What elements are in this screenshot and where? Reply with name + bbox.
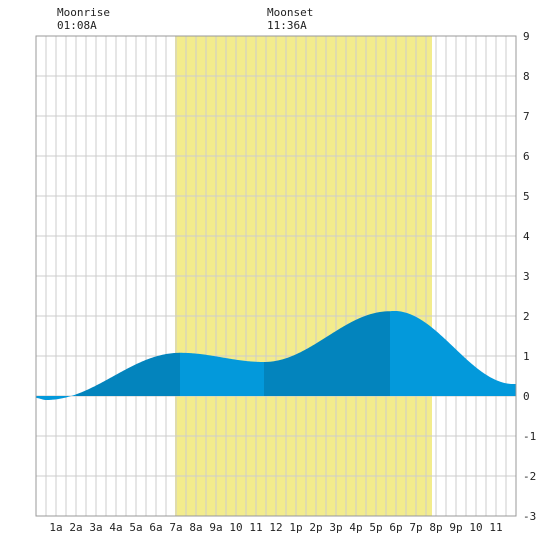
y-tick-label: 5 (523, 190, 530, 203)
moonset-time: 11:36A (267, 19, 307, 32)
x-tick-label: 7a (169, 521, 182, 534)
plot-frame (35, 35, 517, 517)
y-tick-label: 7 (523, 110, 530, 123)
tide-segment (180, 352, 264, 396)
x-tick-label: 4a (109, 521, 122, 534)
y-tick-label: 8 (523, 70, 530, 83)
x-tick-label: 12 (269, 521, 282, 534)
tide-segment (36, 394, 76, 400)
x-tick-label: 7p (409, 521, 422, 534)
y-tick-label: 4 (523, 230, 530, 243)
tide-area (36, 310, 516, 400)
x-tick-label: 9a (209, 521, 222, 534)
moonrise-label: Moonrise (57, 6, 110, 19)
x-tick-label: 10 (229, 521, 242, 534)
moonset-info: Moonset 11:36A (267, 6, 313, 32)
x-axis-labels: 1a 2a 3a 4a 5a 6a 7a 8a 9a 10 11 12 1p 2p 3p 4p 5p 6p 7p 8p… (49, 521, 502, 534)
tide-segment (390, 310, 516, 396)
x-tick-label: 11 (489, 521, 502, 534)
y-tick-label: -2 (523, 470, 536, 483)
moonrise-info: Moonrise 01:08A (57, 6, 110, 32)
y-tick-label: 9 (523, 30, 530, 43)
tide-segment (264, 311, 390, 396)
y-tick-label: 6 (523, 150, 530, 163)
grid-lines (36, 35, 516, 517)
x-tick-label: 10 (469, 521, 482, 534)
x-tick-label: 3p (329, 521, 342, 534)
moonset-label: Moonset (267, 6, 314, 19)
y-axis-labels: -3 -2 -1 0 1 2 3 4 5 6 7 8 9 (523, 30, 536, 523)
y-tick-label: 0 (523, 390, 530, 403)
x-tick-label: 1p (289, 521, 302, 534)
x-tick-label: 6a (149, 521, 162, 534)
moonrise-time: 01:08A (57, 19, 97, 32)
x-tick-label: 2p (309, 521, 322, 534)
x-tick-label: 5p (369, 521, 382, 534)
y-tick-label: -3 (523, 510, 536, 523)
x-tick-label: 8a (189, 521, 202, 534)
y-tick-label: 3 (523, 270, 530, 283)
x-tick-label: 9p (449, 521, 462, 534)
y-tick-label: 1 (523, 350, 530, 363)
x-tick-label: 5a (129, 521, 142, 534)
y-tick-label: -1 (523, 430, 536, 443)
x-tick-label: 6p (389, 521, 402, 534)
x-tick-label: 8p (429, 521, 442, 534)
x-tick-label: 4p (349, 521, 362, 534)
x-tick-label: 1a (49, 521, 62, 534)
x-tick-label: 2a (69, 521, 82, 534)
tide-segment (76, 352, 180, 396)
x-tick-label: 11 (249, 521, 262, 534)
x-tick-label: 3a (89, 521, 102, 534)
y-tick-label: 2 (523, 310, 530, 323)
